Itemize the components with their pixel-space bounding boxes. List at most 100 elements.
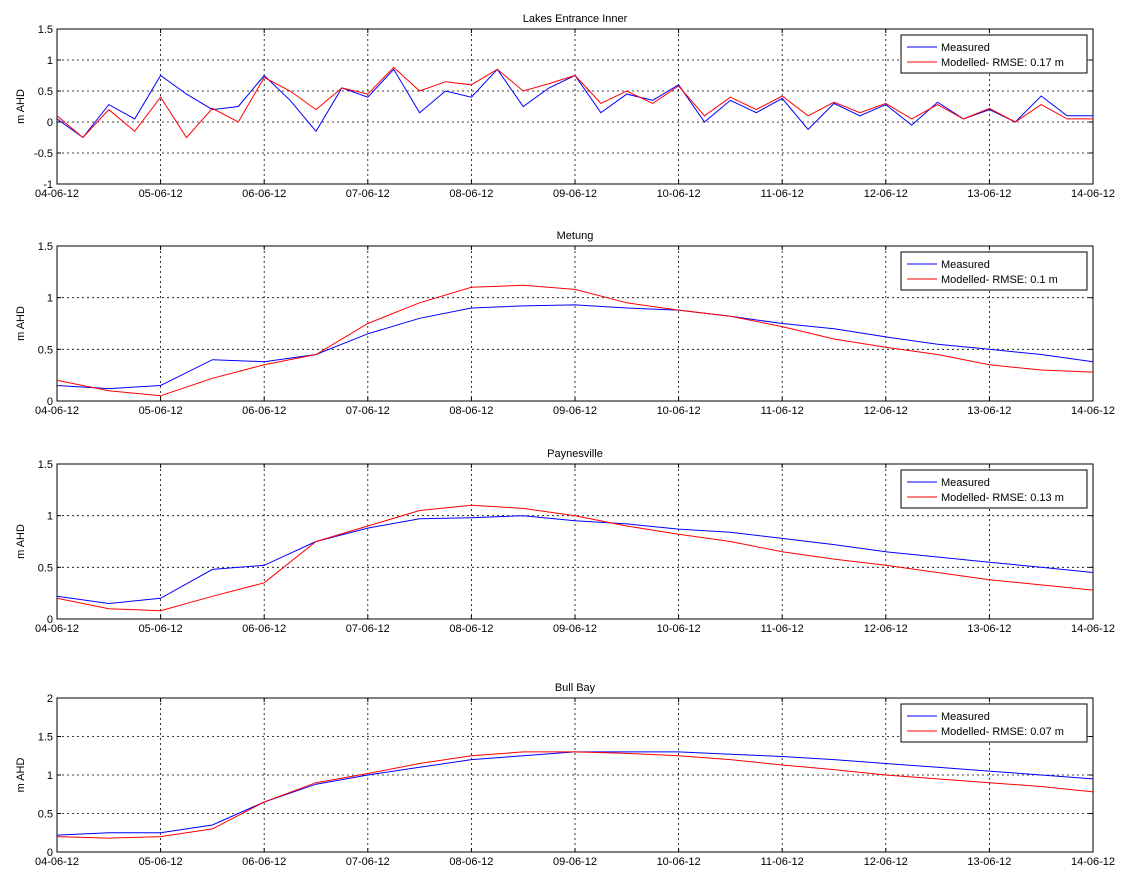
x-tick-label: 11-06-12 [761,623,804,635]
x-tick-label: 07-06-12 [346,405,390,417]
legend: Measured Modelled- RMSE: 0.17 m [900,34,1088,74]
legend-box [900,34,1088,74]
chart-panel: 04-06-12 05-06-12 06-06-12 07-06-12 08-06-12… [15,230,1115,417]
x-tick-label: 08-06-12 [449,405,493,417]
legend-label: Modelled- RMSE: 0.13 m [941,492,1064,504]
y-axis-label: m AHD [15,524,27,559]
legend-label: Modelled- RMSE: 0.17 m [941,57,1064,69]
legend-box [900,469,1088,509]
legend-label: Modelled- RMSE: 0.07 m [941,726,1064,738]
x-tick-label: 07-06-12 [346,856,390,868]
x-tick-label: 12-06-12 [864,623,908,635]
x-tick-label: 13-06-12 [967,405,1011,417]
y-tick-label: 0.5 [38,344,53,356]
y-tick-label: 2 [47,693,53,705]
x-tick-label: 12-06-12 [864,856,908,868]
legend-label: Measured [941,259,990,271]
y-tick-label: 1.5 [38,459,53,471]
x-tick-label: 14-06-12 [1071,188,1115,200]
y-tick-label: 1 [47,293,53,305]
y-tick-label: 0.5 [38,809,53,821]
axes-box [56,463,1094,620]
axes-box [56,28,1094,185]
y-axis-label: m AHD [15,89,27,124]
x-tick-label: 05-06-12 [139,188,183,200]
legend-box [900,251,1088,291]
y-tick-label: 1.5 [38,241,53,253]
x-tick-label: 12-06-12 [864,405,908,417]
x-tick-label: 10-06-12 [657,188,701,200]
x-tick-label: 05-06-12 [139,856,183,868]
x-tick-label: 04-06-12 [35,405,79,417]
legend: Measured Modelled- RMSE: 0.1 m [900,251,1088,291]
x-tick-label: 14-06-12 [1071,856,1115,868]
series-line-modelled [57,751,1093,839]
x-tick-label: 09-06-12 [553,188,597,200]
x-tick-label: 13-06-12 [967,188,1011,200]
x-tick-label: 06-06-12 [242,856,286,868]
x-tick-label: 13-06-12 [967,856,1011,868]
x-tick-label: 06-06-12 [242,623,286,635]
y-tick-label: 0.5 [38,86,53,98]
series-line-modelled [57,66,1093,139]
y-tick-label: 1.5 [38,24,53,36]
chart-title: Paynesville [547,448,603,460]
series-line-modelled [57,284,1093,397]
legend-label: Measured [941,477,990,489]
x-tick-label: 11-06-12 [761,188,804,200]
x-tick-label: 10-06-12 [657,623,701,635]
chart-title: Lakes Entrance Inner [523,13,628,25]
x-tick-label: 11-06-12 [761,856,804,868]
x-tick-label: 10-06-12 [657,856,701,868]
legend: Measured Modelled- RMSE: 0.07 m [900,703,1088,743]
x-tick-label: 12-06-12 [864,188,908,200]
y-tick-label: 0 [47,396,53,408]
legend-box [900,703,1088,743]
x-tick-label: 07-06-12 [346,188,390,200]
legend: Measured Modelled- RMSE: 0.13 m [900,469,1088,509]
y-tick-label: 0.5 [38,562,53,574]
x-tick-label: 13-06-12 [967,623,1011,635]
legend-label: Measured [941,42,990,54]
x-tick-label: 04-06-12 [35,623,79,635]
x-tick-label: 05-06-12 [139,623,183,635]
x-tick-label: 14-06-12 [1071,405,1115,417]
chart-title: Bull Bay [555,682,596,694]
y-axis-label: m AHD [15,306,27,341]
chart-panel: 04-06-12 05-06-12 06-06-12 07-06-12 08-06-12… [15,682,1115,868]
x-tick-label: 09-06-12 [553,405,597,417]
axes-box [56,697,1094,853]
y-tick-label: 1 [47,511,53,523]
y-tick-label: 0 [47,117,53,129]
x-tick-label: 08-06-12 [449,856,493,868]
x-tick-label: 04-06-12 [35,188,79,200]
x-tick-label: 05-06-12 [139,405,183,417]
y-tick-label: 0 [47,614,53,626]
legend-label: Measured [941,711,990,723]
axes-box [56,245,1094,402]
x-tick-label: 08-06-12 [449,623,493,635]
y-axis-label: m AHD [15,758,27,793]
chart-panel: 04-06-12 05-06-12 06-06-12 07-06-12 08-06-12… [15,13,1115,200]
x-tick-label: 09-06-12 [553,623,597,635]
y-tick-label: 1 [47,55,53,67]
x-tick-label: 06-06-12 [242,405,286,417]
chart-title: Metung [557,230,594,242]
series-line-modelled [57,504,1093,612]
x-tick-label: 08-06-12 [449,188,493,200]
y-tick-label: 0 [47,847,53,859]
y-tick-label: 1.5 [38,732,53,744]
x-tick-label: 14-06-12 [1071,623,1115,635]
series-line-measured [57,515,1093,605]
x-tick-label: 06-06-12 [242,188,286,200]
x-tick-label: 10-06-12 [657,405,701,417]
x-tick-label: 11-06-12 [761,405,804,417]
x-tick-label: 09-06-12 [553,856,597,868]
x-tick-label: 07-06-12 [346,623,390,635]
series-line-measured [57,304,1093,390]
y-tick-label: -1 [43,179,53,191]
y-tick-label: -0.5 [34,148,53,160]
x-tick-label: 04-06-12 [35,856,79,868]
y-tick-label: 1 [47,770,53,782]
